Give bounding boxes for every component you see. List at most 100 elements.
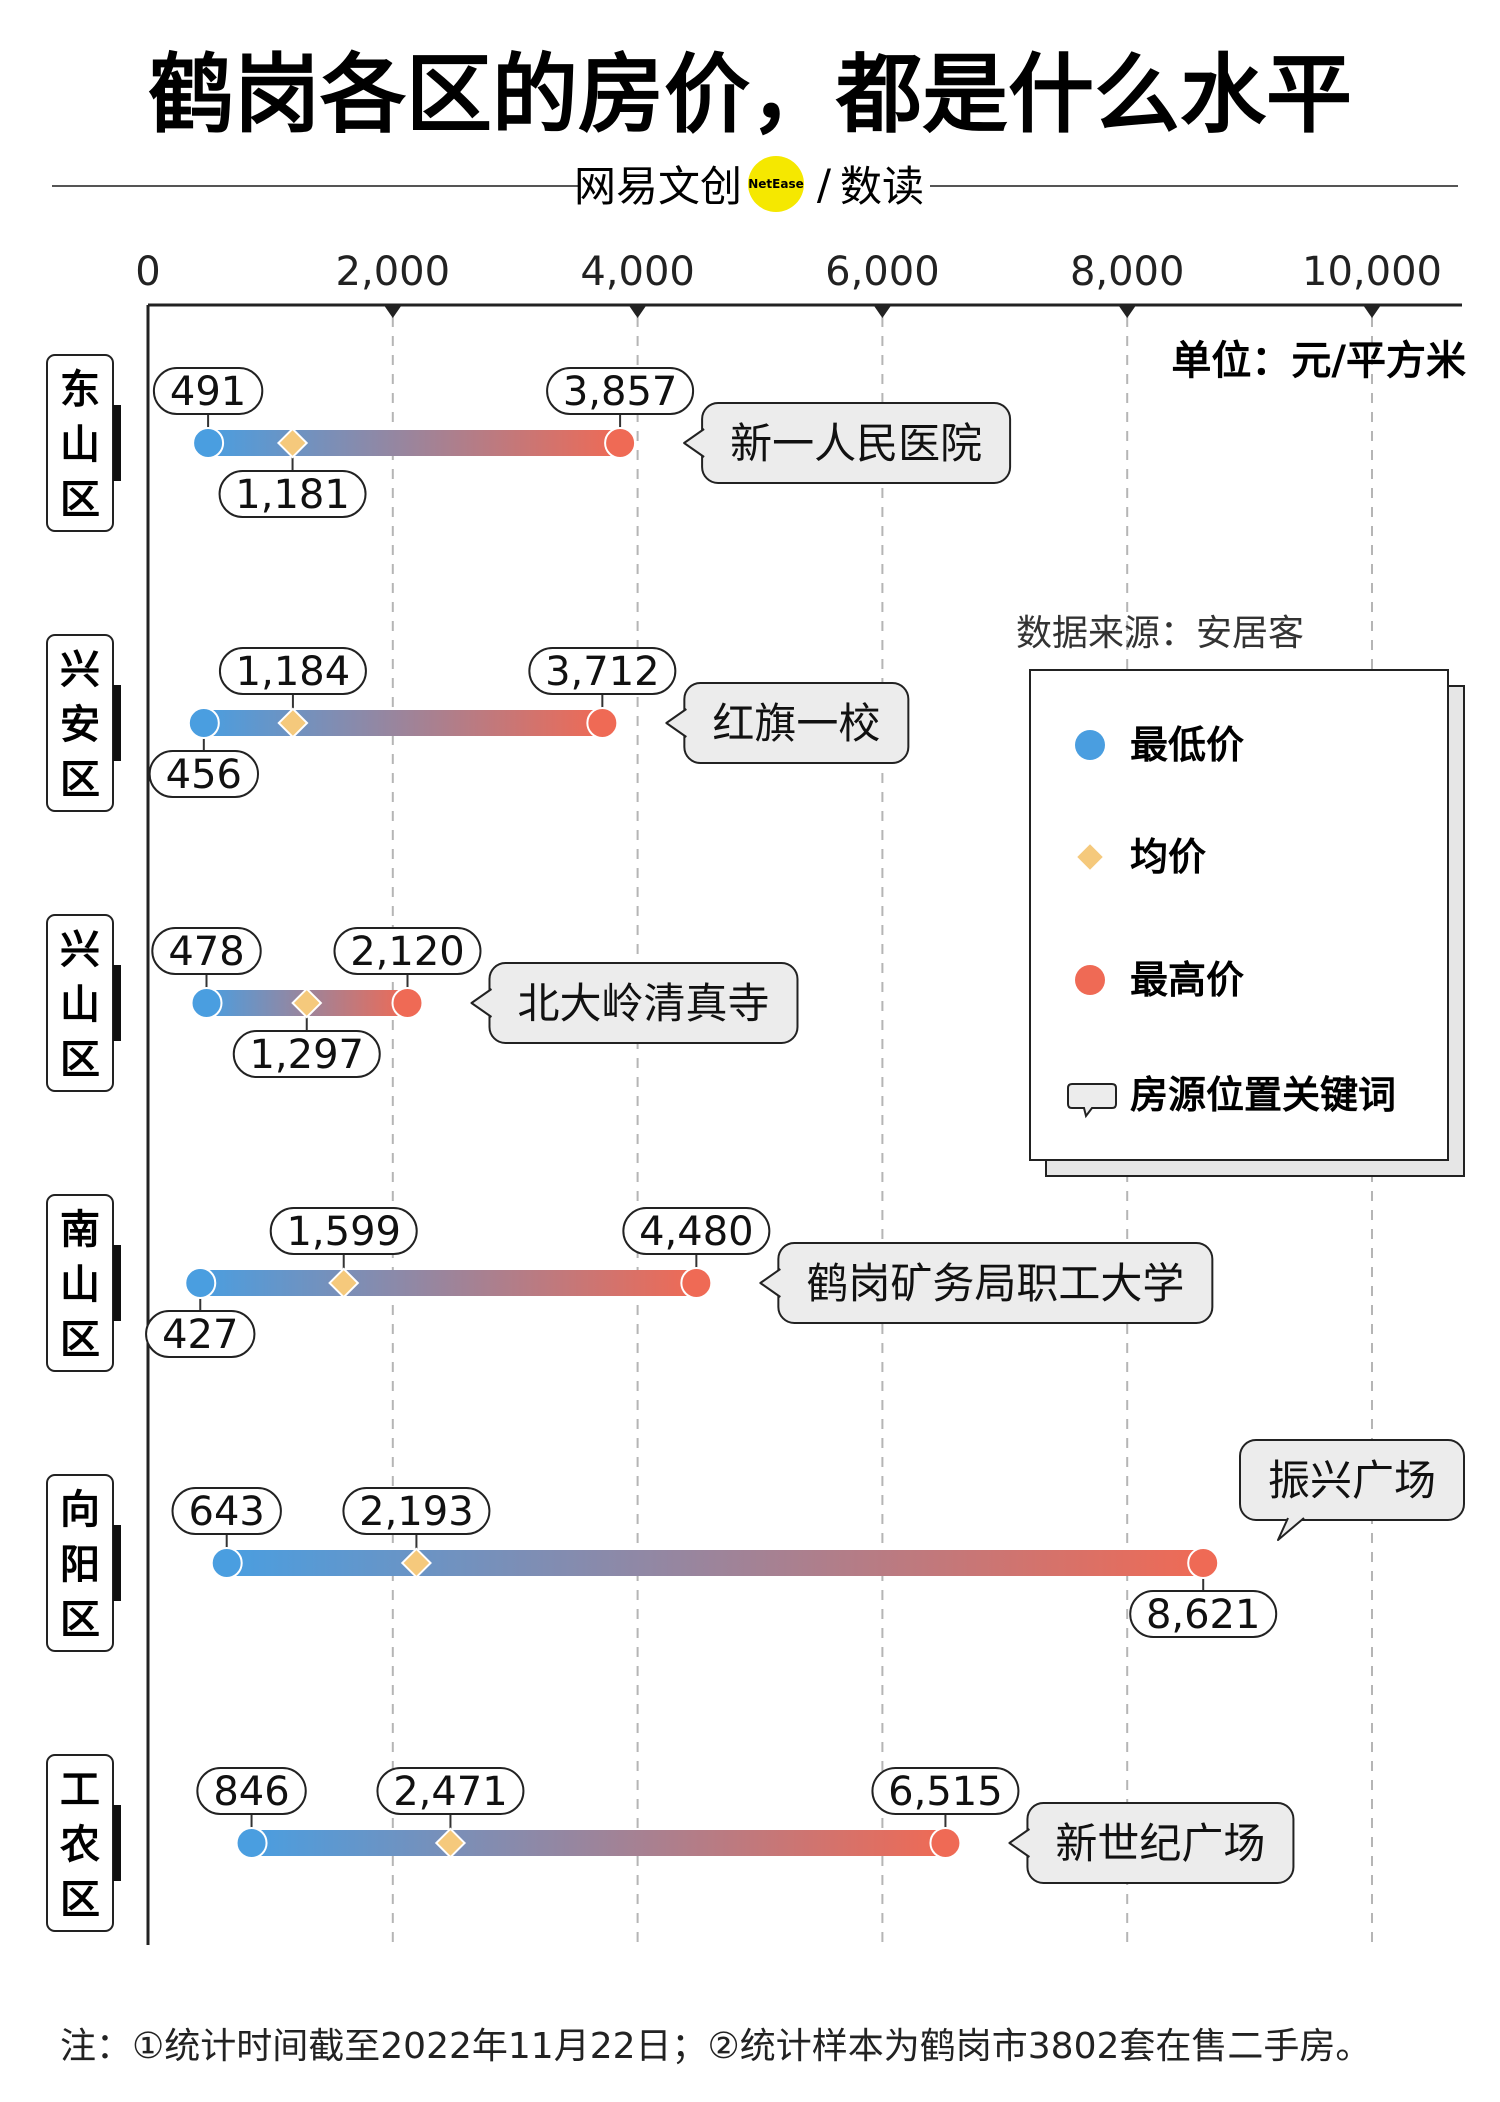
avg-value-label: 1,184 [236, 649, 351, 695]
range-bar [226, 1550, 1204, 1576]
min-dot [190, 987, 223, 1019]
legend-min-label: 最低价 [1130, 723, 1244, 767]
tick-mark [1118, 305, 1137, 318]
legend-min-dot [1075, 730, 1105, 760]
district-name-char: 区 [60, 1317, 100, 1363]
min-value-label: 427 [162, 1312, 238, 1358]
district-name-char: 山 [60, 1262, 100, 1308]
max-value-pill [528, 647, 677, 695]
keyword-label: 振兴广场 [1268, 1456, 1436, 1505]
tick-label: 0 [135, 249, 160, 295]
avg-value-pill [218, 470, 367, 518]
avg-value-pill [218, 647, 367, 695]
district-row: 南山区 427 4,480 1,599 鹤岗矿务局职工大学 [46, 1194, 1214, 1372]
district-name-char: 山 [60, 982, 100, 1028]
district-name-char: 东 [60, 367, 100, 413]
brand-separator: / [817, 160, 832, 209]
max-value-pill [871, 1767, 1020, 1815]
min-value-pill [145, 1310, 256, 1358]
keyword-label: 新一人民医院 [730, 419, 982, 468]
tick-label: 6,000 [825, 249, 940, 295]
min-value-label: 491 [170, 369, 246, 415]
district-name-char: 工 [60, 1767, 100, 1813]
legend-max-label: 最高价 [1130, 958, 1244, 1002]
avg-value-pill [232, 1030, 381, 1078]
min-dot [184, 1267, 217, 1299]
district-name-char: 区 [60, 1597, 100, 1643]
district-name-char: 农 [60, 1822, 100, 1868]
district-tab [113, 685, 121, 761]
max-value-label: 2,120 [350, 929, 465, 975]
min-dot [210, 1547, 243, 1579]
district-name-char: 区 [60, 757, 100, 803]
keyword-label: 鹤岗矿务局职工大学 [806, 1259, 1184, 1308]
avg-value-label: 1,599 [286, 1209, 401, 1255]
avg-value-label: 1,181 [235, 472, 350, 518]
district-name-char: 兴 [60, 647, 100, 693]
avg-diamond [434, 1827, 467, 1859]
avg-value-pill [376, 1767, 525, 1815]
legend-keyword-label: 房源位置关键词 [1130, 1073, 1396, 1117]
district-name-char: 区 [60, 1877, 100, 1923]
range-bar [208, 430, 621, 456]
legend-callout-icon [1067, 1083, 1117, 1119]
tick-mark [873, 305, 892, 318]
max-value-label: 6,515 [888, 1769, 1003, 1815]
district-tab [113, 1805, 121, 1881]
keyword-callout-tail [470, 988, 493, 1018]
max-value-pill [546, 367, 695, 415]
district-row: 工农区 846 6,515 2,471 新世纪广场 [46, 1754, 1295, 1932]
avg-diamond [276, 427, 309, 459]
district-name-char: 南 [60, 1207, 100, 1253]
avg-diamond [291, 987, 323, 1019]
max-value-label: 3,712 [545, 649, 660, 695]
keyword-callout-tail [759, 1268, 781, 1298]
district-row: 向阳区 643 8,621 2,193 振兴广场 [46, 1439, 1465, 1652]
district-tab [113, 965, 121, 1041]
min-value-pill [196, 1767, 307, 1815]
range-bar [251, 1830, 946, 1856]
range-bar [203, 710, 603, 736]
keyword-label: 红旗一校 [712, 699, 880, 748]
brand: 网易文创 NetEase / 数读 [52, 156, 1458, 212]
district-row: 东山区 491 3,857 1,181 新一人民医院 [46, 354, 1012, 532]
tick-label: 2,000 [336, 249, 451, 295]
avg-value-label: 2,471 [393, 1769, 508, 1815]
district-tab [113, 1245, 121, 1321]
avg-value-pill [342, 1487, 491, 1535]
range-bar [200, 1270, 697, 1296]
avg-diamond [328, 1267, 360, 1299]
keyword-callout-tail [665, 708, 687, 738]
min-value-pill [171, 1487, 282, 1535]
tick-label: 8,000 [1070, 249, 1185, 295]
brand-left: 网易文创 [574, 162, 742, 211]
avg-value-pill [269, 1207, 418, 1255]
avg-value-label: 2,193 [359, 1489, 474, 1535]
district-name-char: 安 [60, 702, 100, 748]
district-row: 兴安区 456 3,712 1,184 红旗一校 [46, 634, 910, 812]
keyword-callout-tail [1277, 1517, 1305, 1541]
avg-diamond [400, 1547, 432, 1579]
x-axis: 0 2,000 4,000 6,000 8,000 10,000 [135, 249, 1462, 1945]
max-dot [586, 707, 619, 739]
tick-mark [628, 305, 647, 318]
max-dot [929, 1827, 962, 1859]
min-dot [235, 1827, 268, 1859]
keyword-callout-tail [683, 428, 705, 458]
brand-badge-circle [748, 156, 804, 212]
max-value-pill [622, 1207, 771, 1255]
tick-label: 4,000 [580, 249, 695, 295]
min-value-pill [151, 927, 262, 975]
source-label: 数据来源：安居客 [1016, 613, 1304, 654]
district-name-char: 区 [60, 1037, 100, 1083]
max-dot [1187, 1547, 1220, 1579]
max-dot [604, 427, 637, 459]
legend-max-dot [1075, 965, 1105, 995]
district-name-char: 向 [60, 1487, 100, 1533]
district-name-char: 区 [60, 477, 100, 523]
max-dot [680, 1267, 713, 1299]
max-value-label: 3,857 [563, 369, 678, 415]
min-value-pill [152, 367, 264, 415]
district-name-char: 山 [60, 422, 100, 468]
min-value-label: 478 [168, 929, 244, 975]
